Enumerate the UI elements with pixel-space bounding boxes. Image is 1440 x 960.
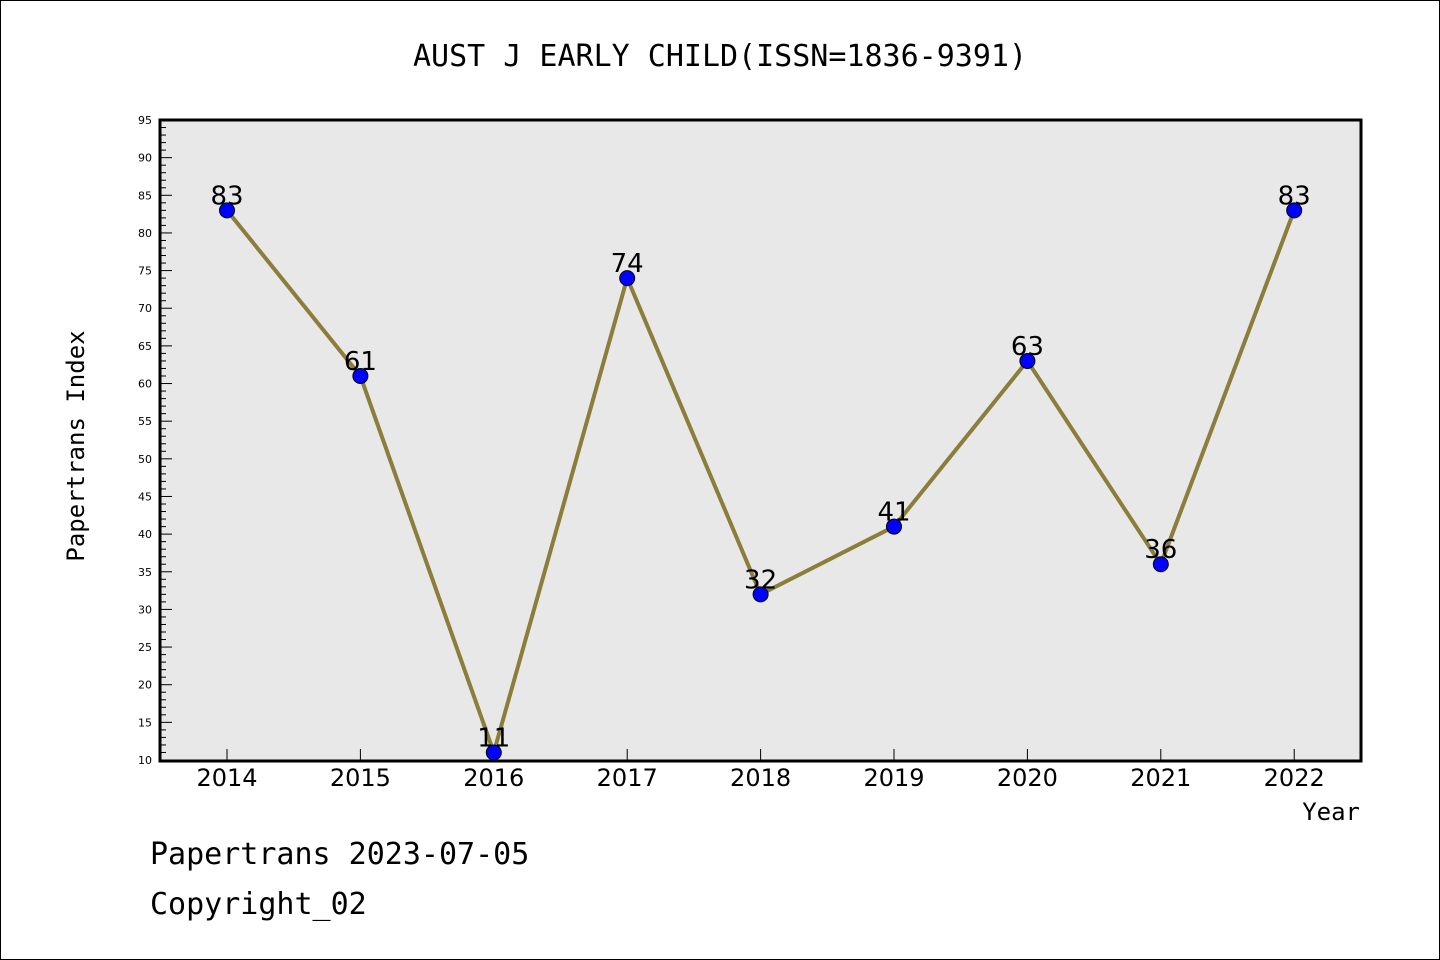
x-tick-label: 2017: [597, 764, 658, 792]
y-tick-label: 90: [138, 152, 152, 165]
data-label: 41: [877, 498, 910, 528]
data-label: 36: [1144, 535, 1177, 565]
series-markers: [219, 202, 1303, 761]
y-tick-label: 65: [138, 340, 152, 353]
x-tick-label: 2016: [463, 764, 524, 792]
x-axis-title: Year: [1302, 798, 1360, 826]
y-tick-label: 40: [138, 528, 152, 541]
data-point: [619, 270, 636, 287]
data-point: [485, 744, 502, 761]
data-point: [1152, 556, 1169, 573]
x-tick-label: 2018: [730, 764, 791, 792]
data-label: 83: [1278, 181, 1311, 211]
y-tick-label: 55: [138, 415, 152, 428]
y-tick-label: 75: [138, 265, 152, 278]
data-label: 61: [344, 347, 377, 377]
data-point: [352, 368, 369, 384]
y-tick-label: 60: [138, 378, 152, 391]
x-tick-label: 2014: [196, 764, 257, 792]
x-tick-label: 2021: [1130, 764, 1191, 792]
x-tick-label: 2022: [1264, 764, 1325, 792]
data-point: [752, 586, 769, 603]
footer-date: Papertrans 2023-07-05: [150, 837, 529, 872]
y-tick-label: 95: [138, 114, 152, 127]
data-point: [1286, 202, 1303, 219]
data-label: 32: [744, 565, 777, 595]
y-axis: 10 15 20 25 30 35 40 45 50 55 60 65 70 75 80 85 90 95: [138, 114, 172, 767]
y-axis-title: Papertrans Index: [62, 330, 90, 561]
y-tick-label: 45: [138, 490, 152, 503]
data-point: [886, 518, 902, 535]
y-tick-label: 25: [138, 641, 152, 654]
data-label: 74: [611, 249, 644, 279]
y-tick-label: 35: [138, 566, 152, 579]
y-tick-label: 15: [138, 716, 152, 729]
x-tick-label: 2015: [330, 764, 391, 792]
plot-area: [158, 118, 1363, 763]
footer-copyright: Copyright_02: [150, 887, 367, 922]
y-tick-label: 80: [138, 227, 152, 240]
y-tick-label: 30: [138, 603, 152, 616]
chart-title: AUST J EARLY CHILD(ISSN=1836-9391): [413, 39, 1027, 74]
data-labels: 83 61 11 74 32 41 63 36 83: [210, 181, 1310, 753]
x-tick-label: 2019: [863, 764, 924, 792]
y-tick-label: 20: [138, 679, 152, 692]
y-tick-label: 50: [138, 453, 152, 466]
x-tick-label: 2020: [997, 764, 1058, 792]
y-tick-label: 85: [138, 189, 152, 202]
data-label: 11: [477, 723, 510, 753]
y-tick-label: 70: [138, 302, 152, 315]
data-point: [219, 202, 235, 219]
y-tick-label: 10: [138, 754, 152, 767]
data-point: [1019, 352, 1036, 369]
data-label: 83: [210, 181, 243, 211]
x-axis: 2014 2015 2016 2017 2018 2019 2020 2021 2022: [196, 749, 1325, 792]
data-label: 63: [1011, 332, 1044, 362]
